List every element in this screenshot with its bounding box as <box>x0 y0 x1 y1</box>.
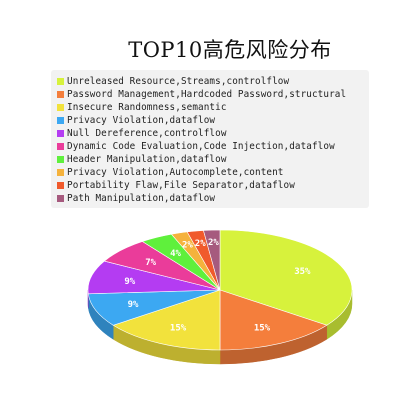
legend-item[interactable]: Path Manipulation,dataflow <box>57 192 369 205</box>
chart-title: TOP10高危风险分布 <box>128 38 332 62</box>
pie-slice[interactable] <box>203 229 221 291</box>
slice-label: 9% <box>124 277 135 287</box>
slice-label: 9% <box>128 300 139 310</box>
legend-swatch <box>57 117 64 124</box>
legend-label: Insecure Randomness,semantic <box>67 102 227 113</box>
slice-label: 7% <box>145 258 156 268</box>
legend-swatch <box>57 156 64 163</box>
pie-slice[interactable] <box>219 229 353 326</box>
legend-item[interactable]: Privacy Violation,dataflow <box>57 114 369 127</box>
slice-label: 35% <box>294 267 311 277</box>
legend-label: Privacy Violation,dataflow <box>67 115 216 126</box>
slice-label: 15% <box>254 323 271 333</box>
legend-label: Unreleased Resource,Streams,controlflow <box>67 76 290 87</box>
legend-item[interactable]: Header Manipulation,dataflow <box>57 153 369 166</box>
slice-label: 4% <box>170 249 181 259</box>
legend-item[interactable]: Null Dereference,controlflow <box>57 127 369 140</box>
legend-item[interactable]: Dynamic Code Evaluation,Code Injection,d… <box>57 140 369 153</box>
legend-label: Privacy Violation,Autocomplete,content <box>67 167 284 178</box>
legend-swatch <box>57 169 64 176</box>
legend-label: Dynamic Code Evaluation,Code Injection,d… <box>67 141 335 152</box>
legend-item[interactable]: Unreleased Resource,Streams,controlflow <box>57 75 369 88</box>
legend-item[interactable]: Privacy Violation,Autocomplete,content <box>57 166 369 179</box>
legend-swatch <box>57 143 64 150</box>
legend-label: Portability Flaw,File Separator,dataflow <box>67 180 295 191</box>
slice-label: 15% <box>170 323 187 333</box>
legend-item[interactable]: Insecure Randomness,semantic <box>57 101 369 114</box>
chart-legend: Unreleased Resource,Streams,controlflow P… <box>51 70 369 208</box>
legend-swatch <box>57 195 64 202</box>
legend-item[interactable]: Portability Flaw,File Separator,dataflow <box>57 179 369 192</box>
legend-label: Path Manipulation,dataflow <box>67 193 216 204</box>
legend-label: Null Dereference,controlflow <box>67 128 227 139</box>
legend-swatch <box>57 91 64 98</box>
slice-label: 2% <box>208 238 219 248</box>
legend-item[interactable]: Password Management,Hardcoded Password,s… <box>57 88 369 101</box>
slice-label: 2% <box>195 239 206 249</box>
legend-swatch <box>57 130 64 137</box>
legend-swatch <box>57 78 64 85</box>
legend-label: Header Manipulation,dataflow <box>67 154 227 165</box>
legend-label: Password Management,Hardcoded Password,s… <box>67 89 347 100</box>
legend-swatch <box>57 182 64 189</box>
pie-slice[interactable] <box>112 289 221 351</box>
pie-slice[interactable] <box>219 289 328 351</box>
legend-swatch <box>57 104 64 111</box>
slice-label: 2% <box>182 240 193 250</box>
